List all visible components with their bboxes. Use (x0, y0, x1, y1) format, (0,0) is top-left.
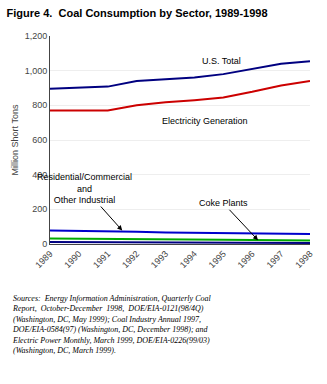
svg-text:1991: 1991 (91, 249, 112, 270)
svg-text:1997: 1997 (264, 249, 285, 270)
svg-text:1990: 1990 (62, 249, 83, 270)
svg-text:Figure 4. Coal Consumption by: Figure 4. Coal Consumption by Sector, 19… (7, 7, 268, 19)
svg-text:Coke Plants: Coke Plants (199, 198, 248, 208)
svg-text:1992: 1992 (120, 249, 141, 270)
svg-text:Sources: Energy Information A: Sources: Energy Information Administrati… (12, 294, 211, 355)
svg-text:1995: 1995 (207, 249, 228, 270)
svg-text:U.S. Total: U.S. Total (202, 56, 241, 66)
svg-text:1996: 1996 (236, 249, 257, 270)
svg-text:1,000: 1,000 (25, 66, 48, 76)
svg-text:1993: 1993 (149, 249, 170, 270)
svg-text:400: 400 (32, 170, 47, 180)
svg-text:1989: 1989 (33, 249, 54, 270)
svg-text:1998: 1998 (293, 249, 314, 270)
svg-text:Residential/CommercialandOther: Residential/CommercialandOther Industria… (37, 172, 132, 205)
svg-text:Electricity Generation: Electricity Generation (162, 116, 248, 126)
svg-text:200: 200 (32, 204, 47, 214)
svg-text:0: 0 (42, 239, 47, 249)
svg-text:600: 600 (32, 135, 47, 145)
svg-text:1994: 1994 (178, 249, 199, 270)
svg-text:1,200: 1,200 (25, 31, 48, 41)
svg-text:Million Short Tons: Million Short Tons (10, 104, 20, 175)
svg-text:800: 800 (32, 100, 47, 110)
